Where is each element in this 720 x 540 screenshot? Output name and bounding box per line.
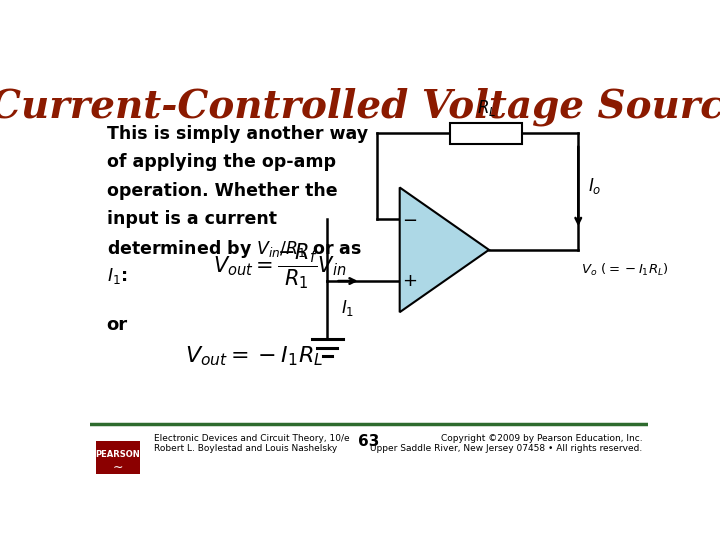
Text: This is simply another way: This is simply another way: [107, 125, 368, 143]
Text: operation. Whether the: operation. Whether the: [107, 181, 338, 200]
Text: $V_o\ (= -I_1 R_L)$: $V_o\ (= -I_1 R_L)$: [581, 262, 669, 279]
Text: input is a current: input is a current: [107, 210, 276, 228]
Text: PEARSON: PEARSON: [96, 450, 140, 459]
Text: Current-Controlled Voltage Source: Current-Controlled Voltage Source: [0, 87, 720, 126]
Text: ∼: ∼: [112, 461, 123, 474]
Text: Electronic Devices and Circuit Theory, 10/e
Robert L. Boylestad and Louis Nashel: Electronic Devices and Circuit Theory, 1…: [154, 434, 350, 454]
Bar: [96, 441, 140, 474]
Text: determined by $V_{in}/R_1$ or as: determined by $V_{in}/R_1$ or as: [107, 238, 361, 260]
Text: $V_{out} = -I_1 R_L$: $V_{out} = -I_1 R_L$: [185, 344, 323, 368]
Text: $V_{out} = \dfrac{-R_f}{R_1} V_{in}$: $V_{out} = \dfrac{-R_f}{R_1} V_{in}$: [213, 241, 346, 291]
Text: $+$: $+$: [402, 272, 418, 290]
Bar: [450, 123, 523, 144]
Text: of applying the op-amp: of applying the op-amp: [107, 153, 336, 171]
Text: $I_1$: $I_1$: [341, 298, 355, 318]
Text: or: or: [107, 316, 128, 334]
Text: $I_o$: $I_o$: [588, 177, 602, 197]
Text: Copyright ©2009 by Pearson Education, Inc.
Upper Saddle River, New Jersey 07458 : Copyright ©2009 by Pearson Education, In…: [370, 434, 642, 454]
Text: $I_1$:: $I_1$:: [107, 266, 127, 286]
Polygon shape: [400, 187, 489, 312]
Text: $-$: $-$: [402, 210, 418, 228]
Text: $R_L$: $R_L$: [477, 98, 496, 118]
Text: 63: 63: [359, 434, 379, 449]
